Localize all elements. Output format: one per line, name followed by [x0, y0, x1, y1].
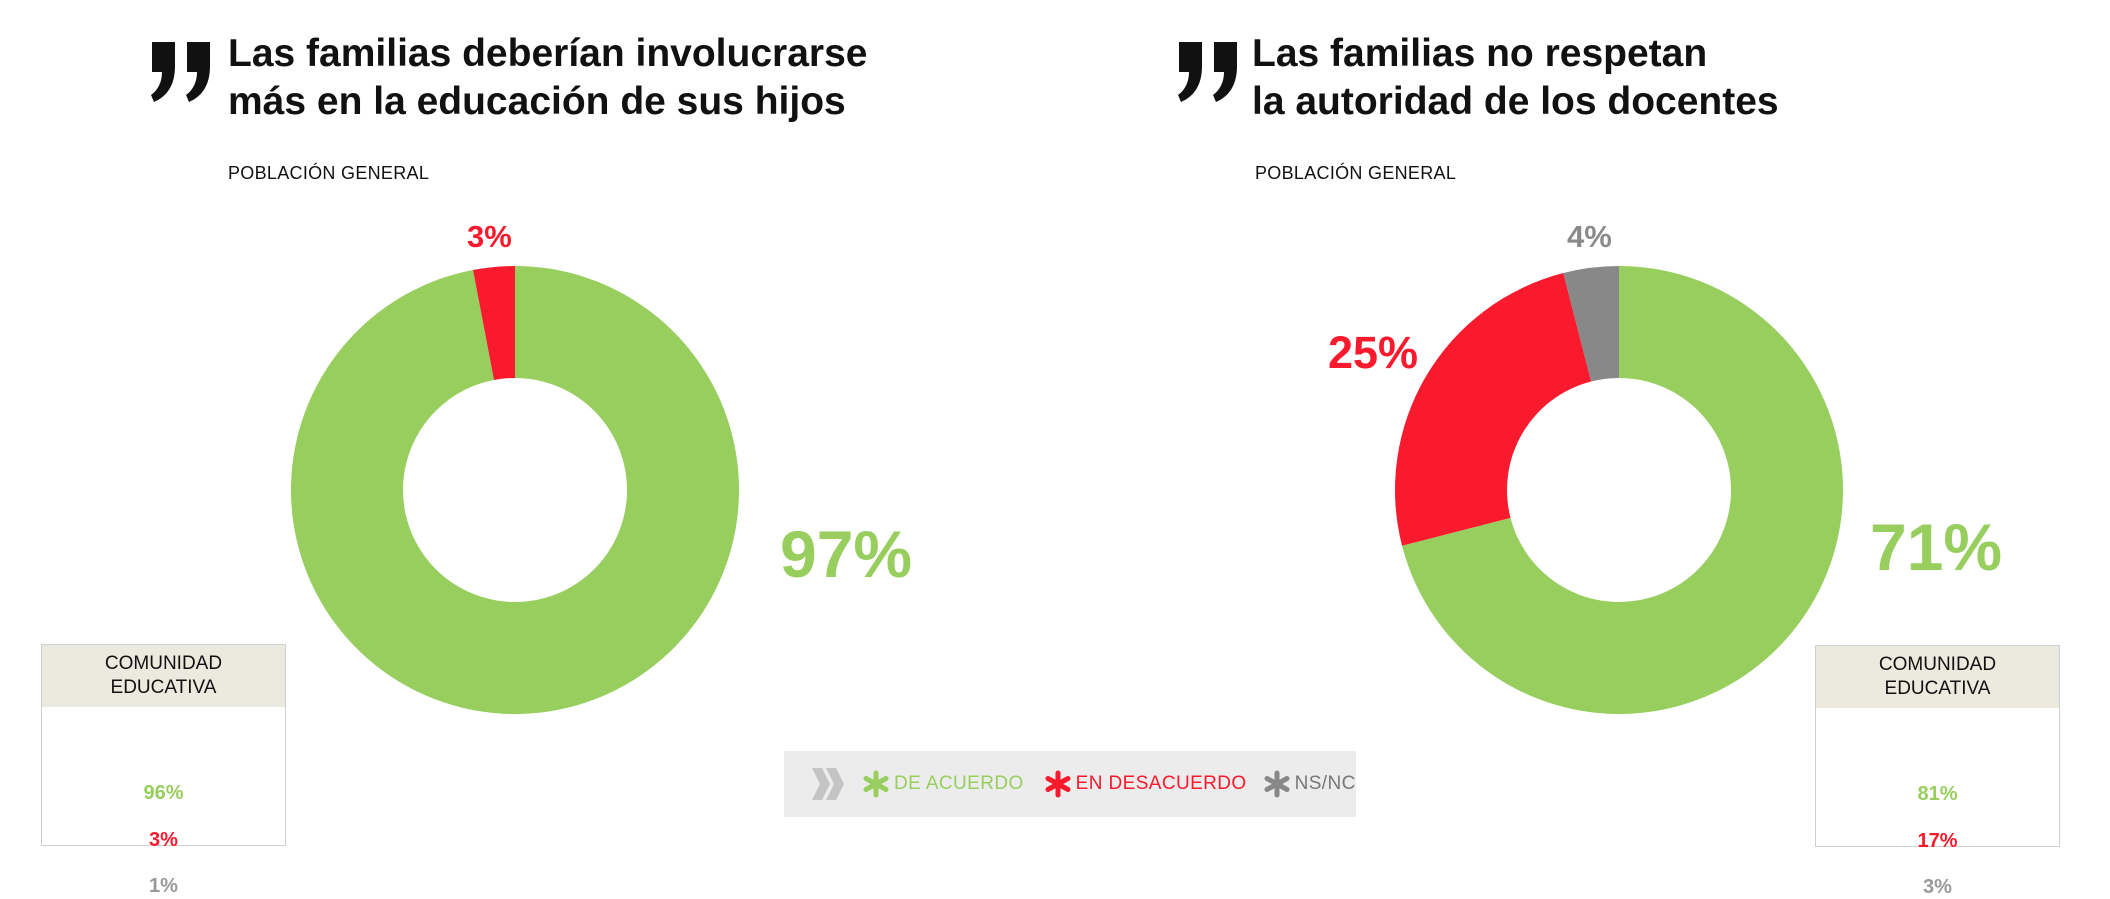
donut-slice-en-desacuerdo: [473, 266, 515, 380]
asterisk-icon: [1045, 770, 1071, 798]
community-value-disagree: 3%: [149, 829, 178, 851]
legend-item-disagree: EN DESACUERDO: [1044, 770, 1247, 798]
donut-chart: [1395, 266, 1843, 714]
data-label-agree: 97%: [780, 517, 913, 591]
asterisk-icon: [1264, 770, 1290, 798]
community-value-agree: 96%: [143, 782, 184, 804]
legend-item-agree: DE ACUERDO: [862, 770, 1024, 798]
community-table: COMUNIDAD EDUCATIVA 81% 17% 3%: [1815, 645, 2060, 898]
community-value-nsnc: 1%: [149, 875, 178, 897]
community-value-disagree: 17%: [1917, 830, 1958, 852]
donut-slice-de-acuerdo: [291, 266, 739, 714]
chart-title: Las familias no respetan la autoridad de…: [1252, 32, 1779, 123]
data-label-agree: 71%: [1870, 510, 2003, 584]
chart-panel-teacher-authority: Las familias no respetan la autoridad de…: [1020, 0, 2110, 898]
legend: DE ACUERDO EN DESACUERDO NS/NC: [784, 751, 1356, 817]
chart-subtitle: POBLACIÓN GENERAL: [1255, 163, 1457, 183]
asterisk-icon: [863, 770, 889, 798]
donut-slice-en-desacuerdo: [1395, 273, 1592, 546]
community-value-nsnc: 3%: [1923, 876, 1952, 898]
legend-label-nsnc: NS/NC: [1294, 773, 1356, 794]
data-label-disagree: 25%: [1328, 327, 1419, 378]
legend-item-nsnc: NS/NC: [1263, 770, 1356, 798]
community-table: COMUNIDAD EDUCATIVA 96% 3% 1%: [41, 644, 286, 897]
data-label-disagree: 3%: [467, 219, 512, 254]
donut-slice-ns-nc: [1563, 266, 1619, 382]
data-label-nsnc: 4%: [1567, 219, 1612, 254]
community-value-agree: 81%: [1917, 783, 1958, 805]
legend-label-agree: DE ACUERDO: [894, 773, 1024, 794]
legend-label-disagree: EN DESACUERDO: [1075, 773, 1247, 794]
quote-icon: [151, 42, 210, 102]
donut-slice-de-acuerdo: [1402, 266, 1843, 714]
chart-panel-families-involvement: Las familias deberían involucrarse más e…: [0, 0, 1055, 897]
double-chevron-icon: [812, 768, 844, 800]
donut-chart: [291, 266, 739, 714]
chart-subtitle: POBLACIÓN GENERAL: [228, 163, 430, 183]
community-table-header: COMUNIDAD EDUCATIVA: [1816, 646, 2059, 708]
quote-icon: [1178, 42, 1237, 102]
community-table-header: COMUNIDAD EDUCATIVA: [42, 645, 285, 707]
chart-title: Las familias deberían involucrarse más e…: [228, 32, 868, 123]
